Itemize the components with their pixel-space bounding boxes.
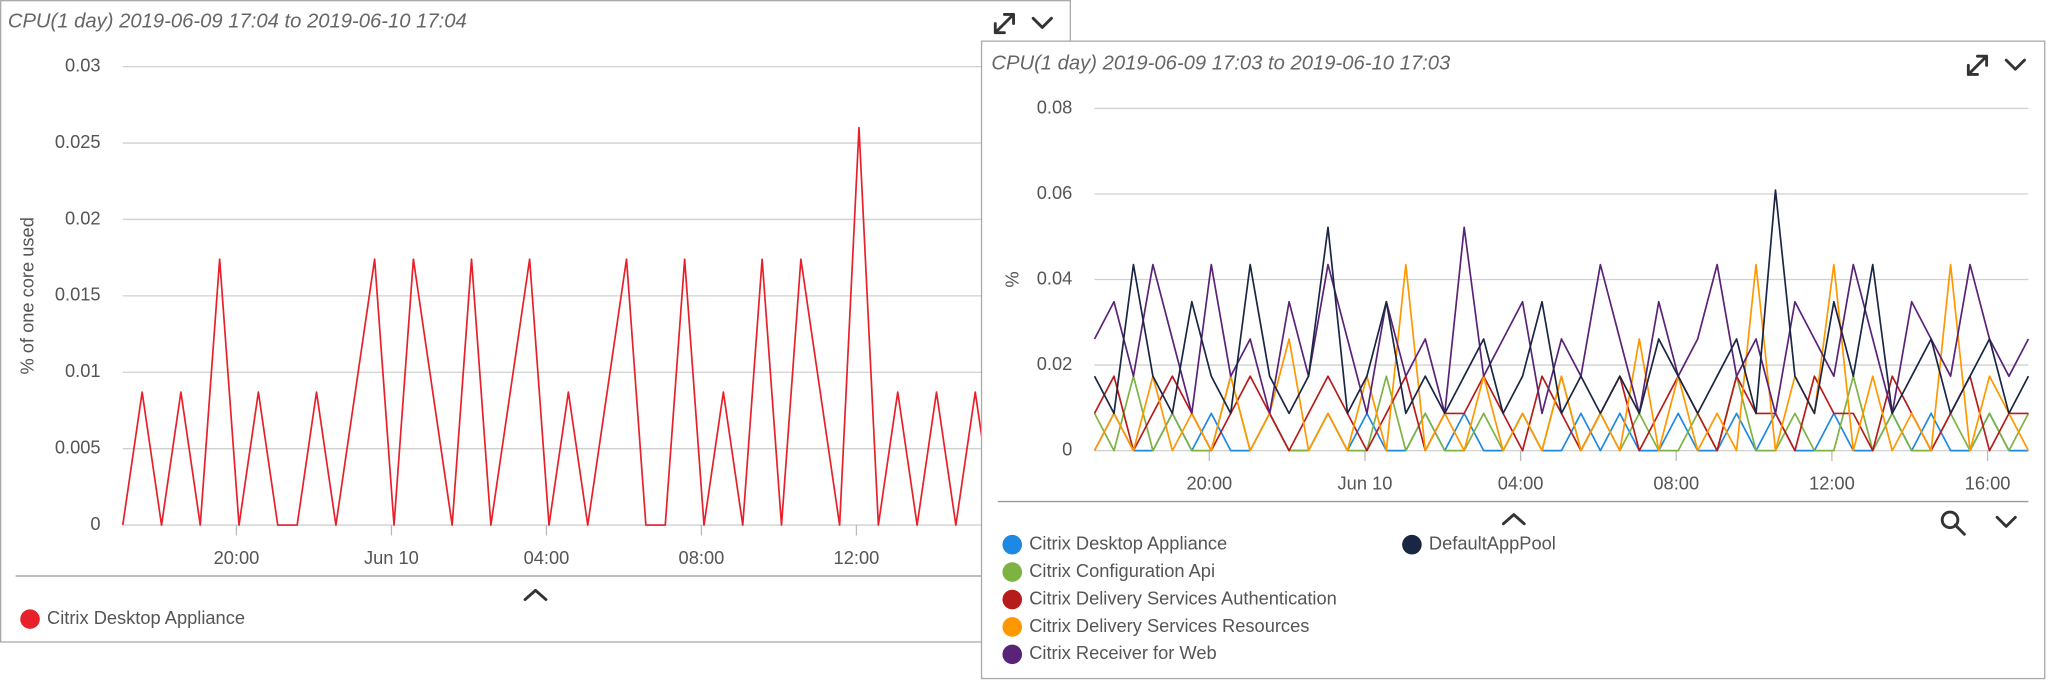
expand-icon[interactable]: [1966, 54, 1989, 76]
y-tick-label: 0.015: [55, 284, 101, 305]
legend-swatch: [20, 609, 40, 629]
x-tick-label: 16:00: [1965, 472, 2011, 493]
zoom-icon[interactable]: [1940, 510, 1966, 536]
y-axis-label: % of one core used: [17, 217, 38, 374]
y-tick-label: 0.02: [65, 207, 101, 228]
y-tick-label: 0.02: [1037, 353, 1073, 374]
y-tick-label: 0: [90, 513, 100, 534]
x-tick-label: 20:00: [214, 547, 260, 568]
series-line: [1093, 189, 2030, 415]
legend-item[interactable]: Citrix Desktop Appliance: [20, 607, 245, 629]
y-tick-label: 0.08: [1037, 96, 1073, 117]
y-tick-label: 0.005: [55, 436, 101, 457]
legend-label: Citrix Configuration Api: [1029, 560, 1215, 581]
x-tick-label: Jun 10: [364, 547, 419, 568]
legend-label: Citrix Receiver for Web: [1029, 642, 1216, 663]
legend-label: Citrix Desktop Appliance: [47, 607, 245, 628]
series-line: [1093, 263, 2030, 452]
legend-item[interactable]: Citrix Configuration Api: [1002, 560, 1215, 582]
series-line: [121, 126, 1053, 526]
x-tick-label: 08:00: [679, 547, 725, 568]
x-tick-label: 04:00: [1498, 472, 1544, 493]
y-tick-label: 0.01: [65, 360, 101, 381]
panel-title: CPU(1 day) 2019-06-09 17:03 to 2019-06-1…: [991, 52, 1451, 74]
panel-title: CPU(1 day) 2019-06-09 17:04 to 2019-06-1…: [8, 11, 467, 33]
y-tick-label: 0.025: [55, 131, 101, 152]
legend-label: Citrix Desktop Appliance: [1029, 532, 1227, 553]
collapse-icon[interactable]: [2004, 58, 2026, 71]
y-tick-label: 0.04: [1037, 267, 1073, 288]
y-axis-label: %: [1001, 271, 1022, 287]
menu-icon[interactable]: [1995, 515, 2017, 528]
x-tick-label: 04:00: [524, 547, 570, 568]
legend-item[interactable]: Citrix Delivery Services Resources: [1002, 615, 1309, 637]
x-tick-label: 20:00: [1186, 472, 1232, 493]
x-tick-label: 12:00: [834, 547, 880, 568]
legend-swatch: [1002, 589, 1023, 610]
toggle-up[interactable]: [523, 588, 548, 601]
toggle-up[interactable]: [1501, 513, 1526, 526]
x-tick-label: 12:00: [1809, 472, 1855, 493]
legend-item[interactable]: Citrix Desktop Appliance: [1002, 532, 1227, 555]
panel-frame: [0, 0, 1072, 643]
series-line: [1093, 226, 2030, 415]
legend-item[interactable]: Citrix Receiver for Web: [1002, 642, 1217, 665]
legend-swatch: [1002, 534, 1023, 555]
panel-left: CPU(1 day) 2019-06-09 17:04 to 2019-06-1…: [0, 0, 1072, 643]
legend-label: Citrix Delivery Services Resources: [1029, 615, 1309, 636]
panel-frame: [980, 40, 2046, 680]
expand-icon[interactable]: [993, 12, 1015, 35]
y-tick-label: 0.03: [65, 54, 101, 75]
legend-label: DefaultAppPool: [1429, 532, 1556, 553]
legend-swatch: [1002, 617, 1023, 637]
legend-item[interactable]: DefaultAppPool: [1402, 532, 1556, 555]
y-tick-label: 0: [1062, 438, 1072, 459]
legend-swatch: [1002, 562, 1023, 582]
legend-item[interactable]: Citrix Delivery Services Authentication: [1002, 587, 1337, 610]
panel-right: CPU(1 day) 2019-06-09 17:03 to 2019-06-1…: [980, 40, 2046, 680]
legend-label: Citrix Delivery Services Authentication: [1029, 587, 1337, 608]
x-tick-label: 08:00: [1653, 472, 1699, 493]
x-tick-label: Jun 10: [1338, 472, 1393, 493]
legend-swatch: [1002, 644, 1023, 665]
collapse-icon[interactable]: [1031, 16, 1053, 29]
y-tick-label: 0.06: [1037, 182, 1073, 203]
legend-swatch: [1402, 534, 1422, 555]
